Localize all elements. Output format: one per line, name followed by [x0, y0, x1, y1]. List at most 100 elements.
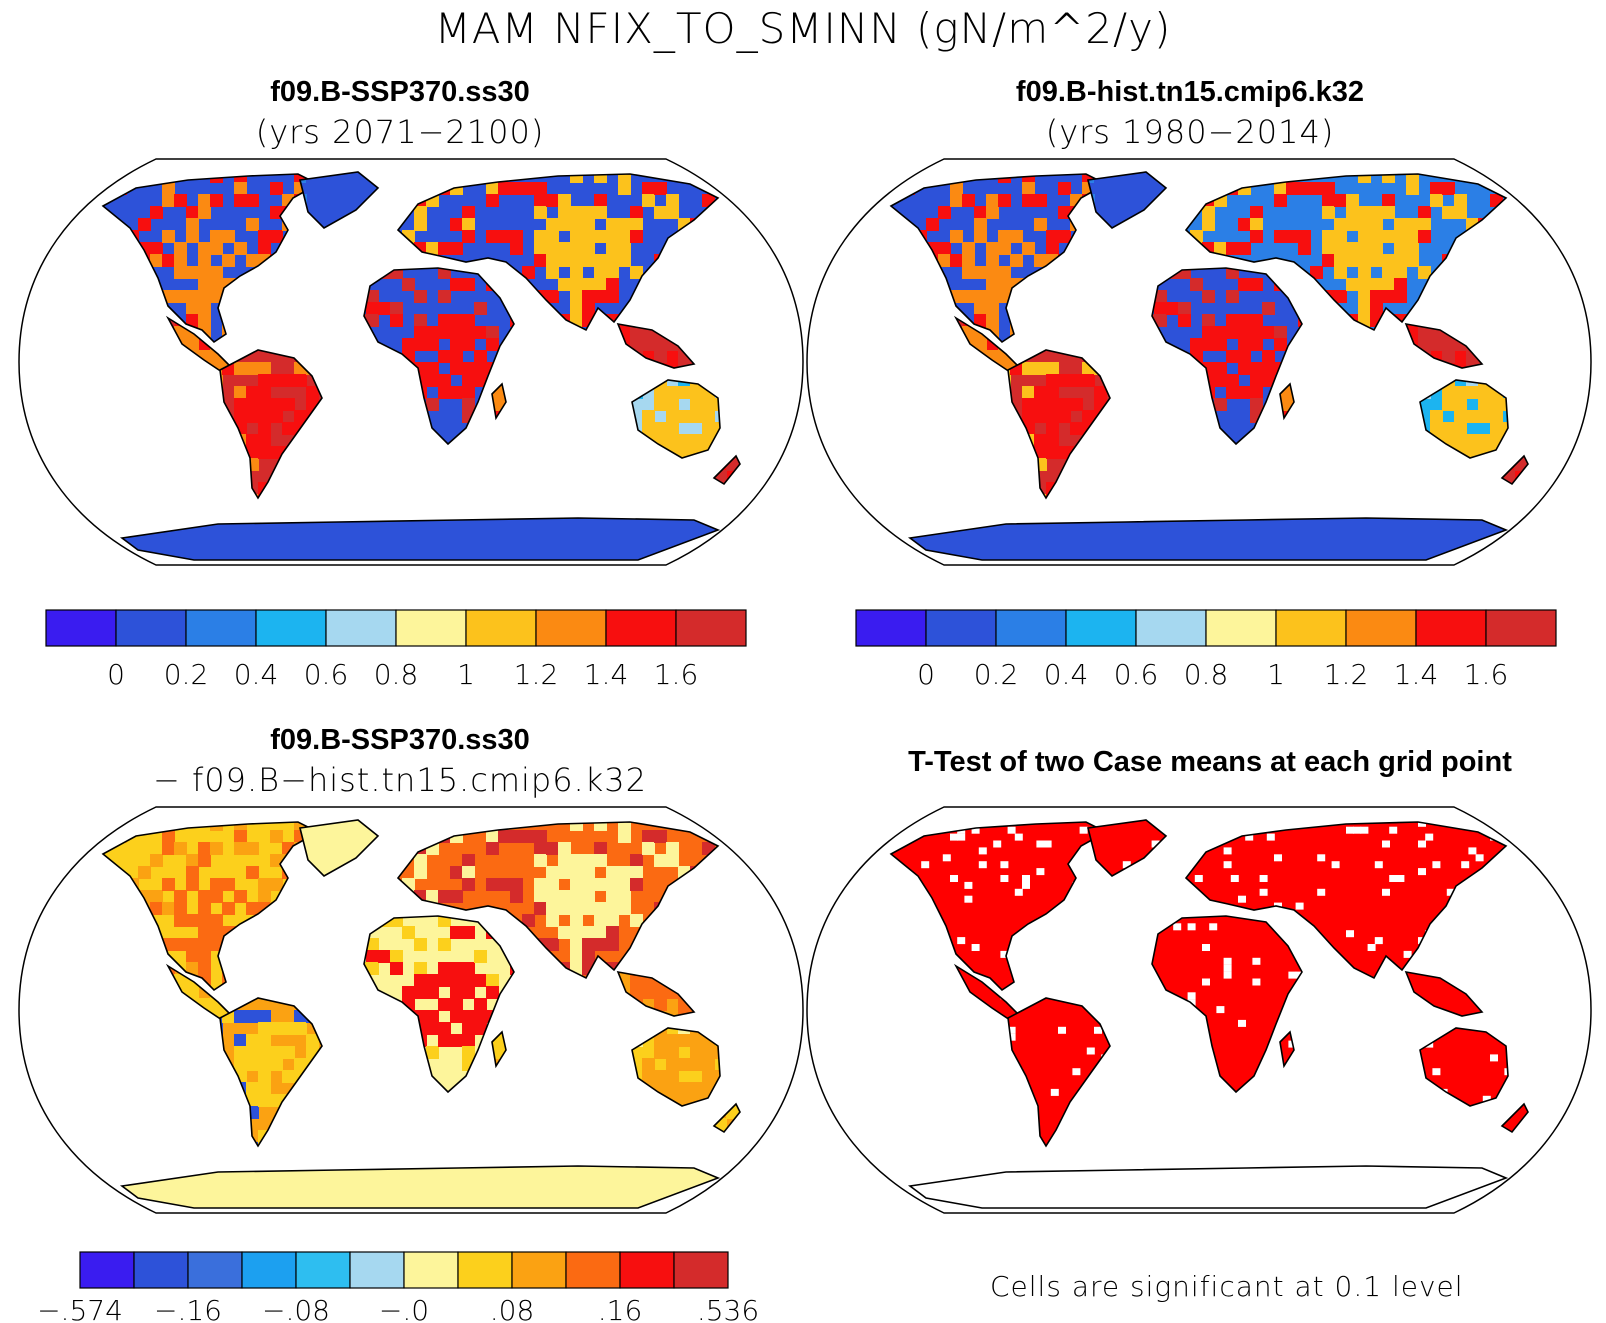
- map-land-layer: [101, 819, 741, 1209]
- coastline-madagascar: [491, 1030, 507, 1069]
- colorbar-tr-label-8: 1.6: [1464, 658, 1509, 688]
- panel-tl-case: f09.B-SSP370.ss30: [100, 72, 700, 112]
- panel-br-title: T-Test of two Case means at each grid po…: [820, 742, 1600, 782]
- coastline-namerica: [889, 821, 1108, 992]
- colorbar-tl-box-2: [185, 609, 257, 647]
- colorbar-tl-label-1: 0.2: [164, 658, 209, 688]
- map-border: [18, 806, 804, 1214]
- figure-title: MAM NFIX_TO_SMINN (gN/m^2/y): [0, 4, 1606, 53]
- map-land-layer: [889, 819, 1529, 1209]
- map-panel-ttest: [806, 806, 1592, 1214]
- colorbar-tl-label-2: 0.4: [234, 658, 279, 688]
- coastline-madagascar: [1279, 1030, 1295, 1069]
- coastline-nz: [712, 454, 741, 486]
- colorbar-bl-box-2: [187, 1251, 243, 1289]
- colorbar-tr-label-4: 0.8: [1184, 658, 1229, 688]
- coastline-australia: [631, 379, 721, 459]
- coastline-australia: [1419, 1027, 1509, 1107]
- colorbar-bl-box-4: [295, 1251, 351, 1289]
- colorbar-tr-box-0: [855, 609, 927, 647]
- colorbar-tl-box-7: [535, 609, 607, 647]
- coastline-nz: [712, 1102, 741, 1134]
- map-border: [18, 158, 804, 566]
- coastline-greenland: [1087, 819, 1168, 877]
- colorbar-bl-box-6: [403, 1251, 459, 1289]
- coastline-eurasia: [396, 821, 720, 980]
- coastline-australia: [631, 1027, 721, 1107]
- coastline-samerica: [1007, 349, 1111, 500]
- colorbar-tr-label-5: 1: [1267, 658, 1285, 688]
- colorbar-bl-box-10: [619, 1251, 675, 1289]
- map-land-layer: [889, 171, 1529, 561]
- colorbar-tr-box-9: [1485, 609, 1557, 647]
- colorbar-difference: −.574 −.16 −.08 −.0 .08 .16 .536: [37, 1251, 759, 1323]
- colorbar-bl-box-3: [241, 1251, 297, 1289]
- colorbar-tl-box-4: [325, 609, 397, 647]
- coastline-greenland: [299, 171, 380, 229]
- colorbar-tl-box-6: [465, 609, 537, 647]
- panel-title-tr: f09.B-hist.tn15.cmip6.k32 (yrs 1980−2014…: [890, 72, 1490, 152]
- colorbar-bl-box-11: [673, 1251, 729, 1289]
- coastline-africa: [1151, 915, 1303, 1094]
- coastline-greenland: [1087, 171, 1168, 229]
- colorbar-tl-box-3: [255, 609, 327, 647]
- coastline-namerica: [101, 821, 320, 992]
- colorbar-bl-label-3: −.0: [379, 1294, 429, 1323]
- coastline-nz: [1500, 454, 1529, 486]
- colorbar-bl-label-5: .16: [598, 1294, 643, 1323]
- colorbar-bl-box-9: [565, 1251, 621, 1289]
- coastline-samerica: [1007, 997, 1111, 1148]
- coastline-africa: [363, 267, 515, 446]
- colorbar-tl-box-9: [675, 609, 747, 647]
- colorbar-tr-box-3: [1065, 609, 1137, 647]
- coastline-africa: [363, 915, 515, 1094]
- colorbar-tr-box-1: [925, 609, 997, 647]
- panel-bl-case: f09.B-SSP370.ss30: [50, 720, 750, 760]
- colorbar-tr-box-2: [995, 609, 1067, 647]
- colorbar-tl-box-0: [45, 609, 117, 647]
- coastline-antarctica: [119, 1165, 721, 1209]
- colorbar-tl-label-8: 1.6: [654, 658, 699, 688]
- colorbar-tr-label-1: 0.2: [974, 658, 1019, 688]
- land-antarctica: [910, 1166, 1506, 1208]
- map-border: [806, 158, 1592, 566]
- colorbar-tl-label-4: 0.8: [374, 658, 419, 688]
- colorbar-bl-box-5: [349, 1251, 405, 1289]
- panel-title-tl: f09.B-SSP370.ss30 (yrs 2071−2100): [100, 72, 700, 152]
- coastline-samerica: [219, 349, 323, 500]
- colorbar-bl-box-8: [511, 1251, 567, 1289]
- land-fill-antarctica: [910, 1166, 1506, 1208]
- colorbar-tl-box-5: [395, 609, 467, 647]
- panel-tr-case: f09.B-hist.tn15.cmip6.k32: [890, 72, 1490, 112]
- colorbar-tr-label-0: 0: [917, 658, 935, 688]
- colorbar-bl-box-7: [457, 1251, 513, 1289]
- colorbar-tr-box-6: [1275, 609, 1347, 647]
- colorbar-ssp370: 0 0.2 0.4 0.6 0.8 1 1.2 1.4 1.6: [45, 609, 747, 688]
- coastline-africa: [1151, 267, 1303, 446]
- coastline-eurasia: [1184, 173, 1508, 332]
- map-panel-difference: [18, 806, 804, 1214]
- colorbar-tr-label-2: 0.4: [1044, 658, 1089, 688]
- map-panel-hist: [806, 158, 1592, 566]
- coastline-samerica: [219, 997, 323, 1148]
- colorbar-tl-box-1: [115, 609, 187, 647]
- map-panel-ssp370: [18, 158, 804, 566]
- colorbar-tr-label-6: 1.2: [1324, 658, 1369, 688]
- coastline-antarctica: [907, 1165, 1509, 1209]
- panel-title-br: T-Test of two Case means at each grid po…: [820, 742, 1600, 782]
- coastline-seasia: [616, 970, 696, 1017]
- colorbar-tl-label-3: 0.6: [304, 658, 349, 688]
- map-border: [806, 806, 1592, 1214]
- coastline-antarctica: [119, 517, 721, 561]
- colorbar-bl-box-0: [79, 1251, 135, 1289]
- colorbar-bl-label-1: −.16: [154, 1294, 222, 1323]
- coastline-antarctica: [907, 517, 1509, 561]
- colorbar-tr-label-7: 1.4: [1394, 658, 1439, 688]
- map-land-layer: [101, 171, 741, 561]
- colorbar-tl-label-0: 0: [107, 658, 125, 688]
- colorbar-tr-box-4: [1135, 609, 1207, 647]
- colorbar-tl-box-8: [605, 609, 677, 647]
- colorbar-tr-label-3: 0.6: [1114, 658, 1159, 688]
- coastline-nz: [1500, 1102, 1529, 1134]
- coastline-australia: [1419, 379, 1509, 459]
